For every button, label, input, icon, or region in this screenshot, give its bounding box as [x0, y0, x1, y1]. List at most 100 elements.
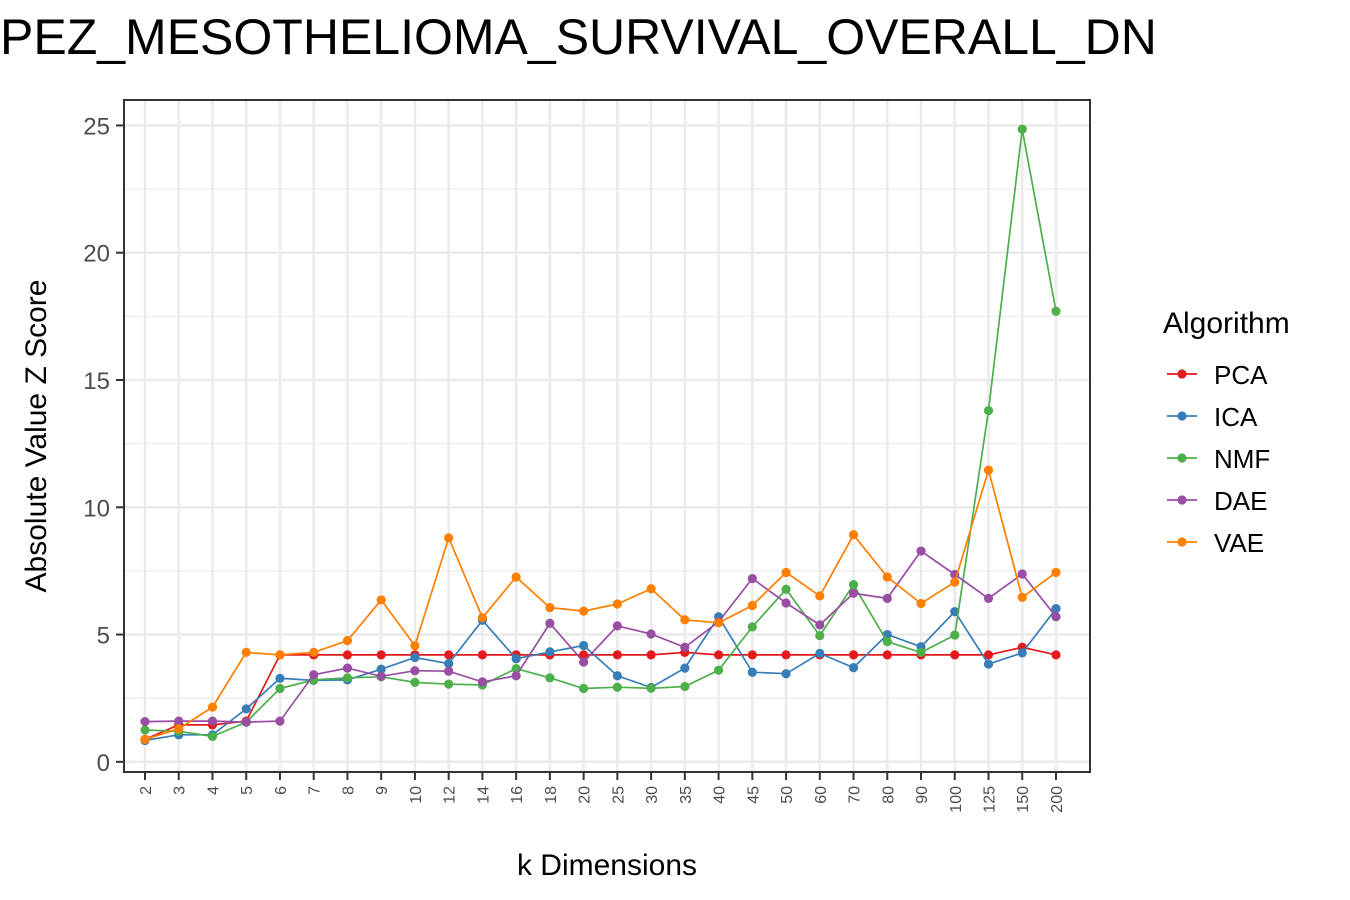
data-point-vae	[612, 599, 622, 609]
data-point-pca	[781, 650, 791, 660]
data-point-dae	[477, 677, 487, 687]
data-point-nmf	[410, 677, 420, 688]
data-point-vae	[815, 591, 825, 601]
data-point-nmf	[275, 683, 285, 694]
data-point-ica	[241, 704, 251, 714]
data-point-nmf	[916, 647, 926, 657]
data-point-dae	[1051, 612, 1061, 622]
data-point-nmf	[950, 630, 960, 640]
data-point-pca	[646, 650, 656, 660]
data-point-dae	[309, 670, 319, 680]
data-point-nmf	[1017, 124, 1027, 134]
x-tick-label: 10	[408, 786, 425, 804]
data-point-vae	[1017, 592, 1027, 602]
data-point-dae	[612, 621, 622, 631]
x-tick-label: 12	[442, 786, 459, 804]
x-tick-label: 9	[374, 786, 391, 795]
x-tick-label: 150	[1015, 786, 1032, 813]
x-tick-label: 70	[847, 786, 864, 804]
data-point-pca	[713, 650, 724, 660]
data-point-dae	[511, 671, 521, 681]
data-point-ica	[815, 648, 825, 658]
data-point-vae	[477, 613, 487, 623]
data-point-ica	[1051, 603, 1061, 614]
x-tick-label: 80	[880, 786, 897, 804]
data-point-nmf	[781, 584, 791, 594]
x-tick-label: 50	[779, 786, 796, 804]
data-point-nmf	[342, 673, 353, 683]
x-tick-label: 20	[577, 786, 594, 804]
data-point-nmf	[545, 673, 555, 683]
grid-major	[124, 100, 1090, 772]
data-point-vae	[309, 647, 319, 657]
series-line-dae	[144, 549, 1057, 723]
x-tick-label: 8	[340, 786, 357, 795]
data-point-nmf	[983, 405, 994, 416]
data-point-dae	[848, 588, 859, 598]
chart-title: PEZ_MESOTHELIOMA_SURVIVAL_OVERALL_DN	[0, 9, 1157, 65]
data-point-vae	[781, 567, 791, 578]
grid-minor	[124, 188, 1090, 699]
data-point-dae	[207, 716, 218, 726]
data-point-vae	[713, 618, 724, 628]
legend-key-point	[1177, 537, 1187, 547]
data-point-vae	[342, 636, 353, 646]
data-point-vae	[579, 606, 589, 616]
data-point-vae	[207, 702, 218, 712]
legend-label: DAE	[1214, 486, 1267, 516]
data-point-vae	[747, 600, 757, 611]
data-point-dae	[410, 666, 420, 676]
plot-panel-border	[123, 99, 1091, 773]
data-point-dae	[579, 657, 589, 667]
data-point-vae	[950, 577, 960, 587]
data-point-dae	[545, 618, 555, 628]
data-point-ica	[950, 607, 960, 617]
data-point-ica	[511, 654, 521, 664]
data-point-vae	[848, 530, 859, 540]
x-tick-label: 18	[543, 786, 560, 804]
x-tick-label: 6	[273, 786, 290, 795]
data-point-vae	[1051, 567, 1061, 578]
data-point-pca	[882, 650, 892, 660]
x-tick-label: 14	[475, 786, 492, 804]
data-point-nmf	[444, 679, 454, 689]
data-point-pca	[612, 650, 622, 660]
data-point-dae	[882, 593, 892, 604]
data-point-pca	[376, 650, 386, 660]
data-point-nmf	[713, 665, 724, 675]
data-point-dae	[342, 663, 353, 673]
data-point-nmf	[1051, 306, 1061, 316]
data-point-ica	[545, 647, 555, 657]
data-point-dae	[444, 666, 454, 676]
legend: Algorithm PCA ICA NMF DAE VAE	[1163, 307, 1290, 558]
data-point-nmf	[680, 681, 690, 692]
y-tick-label: 25	[83, 113, 110, 140]
data-point-ica	[747, 667, 757, 677]
legend-key-point	[1177, 453, 1187, 463]
series-line-nmf	[144, 129, 1057, 738]
legend-label: PCA	[1214, 360, 1268, 390]
data-point-nmf	[207, 731, 218, 741]
data-point-nmf	[612, 682, 622, 692]
data-point-dae	[241, 717, 251, 727]
data-point-ica	[612, 671, 622, 681]
data-point-dae	[1017, 569, 1027, 579]
data-point-dae	[174, 716, 184, 726]
data-point-vae	[916, 598, 926, 609]
legend-key-point	[1177, 369, 1187, 379]
data-point-vae	[444, 533, 454, 543]
data-point-vae	[275, 650, 285, 660]
data-point-dae	[646, 629, 656, 639]
series-line-ica	[144, 608, 1057, 742]
legend-key-point	[1177, 495, 1187, 505]
x-tick-label: 45	[745, 786, 762, 804]
series-line-vae	[144, 466, 1057, 741]
data-point-vae	[376, 595, 386, 605]
data-point-nmf	[579, 683, 589, 694]
data-point-vae	[174, 724, 184, 734]
x-axis-title: k Dimensions	[517, 849, 697, 882]
data-point-ica	[579, 640, 589, 651]
data-point-vae	[680, 615, 690, 625]
x-tick-label: 16	[509, 786, 526, 804]
